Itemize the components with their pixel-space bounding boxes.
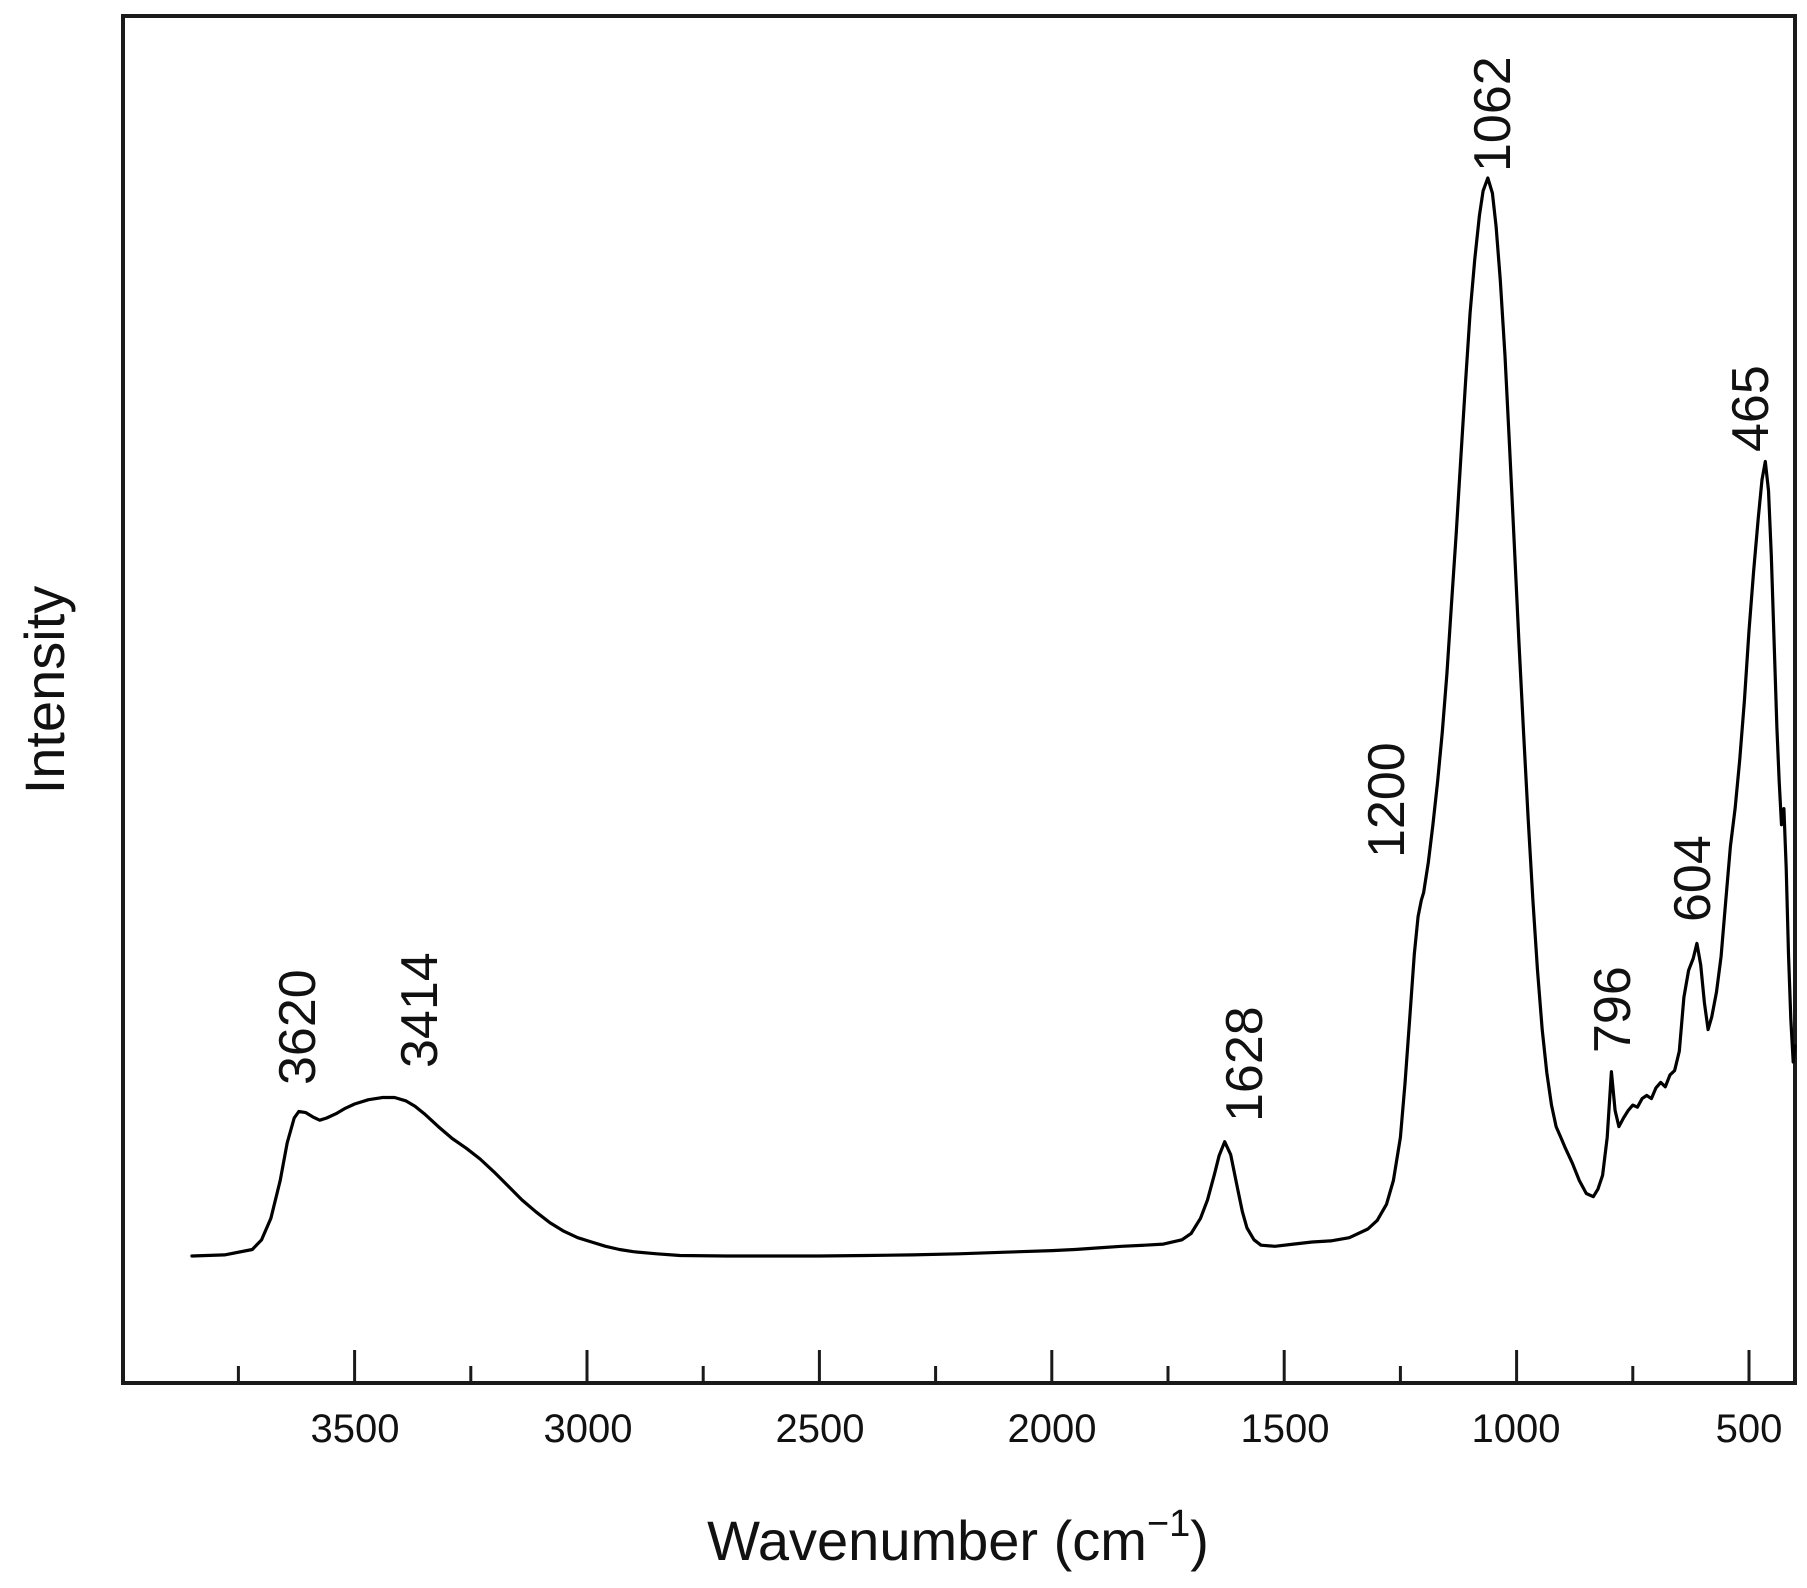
x-tick-labels: 3500 3000 2500 2000 1500 1000 500 <box>311 1407 1783 1451</box>
peak-label-1628: 1628 <box>1216 1006 1274 1122</box>
peak-label-465: 465 <box>1722 365 1780 452</box>
peak-label-1062: 1062 <box>1464 56 1522 172</box>
peak-label-796: 796 <box>1584 966 1642 1053</box>
y-axis-title: Intensity <box>13 586 76 795</box>
peak-label-3620: 3620 <box>269 969 327 1085</box>
x-tick-label-3000: 3000 <box>544 1407 633 1451</box>
x-axis-title-superscript: −1 <box>1147 1503 1190 1545</box>
peak-label-1200: 1200 <box>1358 742 1416 858</box>
x-axis-title: Wavenumber (cm−1) <box>707 1503 1209 1572</box>
x-axis-title-main: Wavenumber (cm <box>707 1509 1147 1572</box>
x-axis-title-close: ) <box>1190 1509 1209 1572</box>
x-tick-label-1500: 1500 <box>1241 1407 1330 1451</box>
x-tick-label-1000: 1000 <box>1472 1407 1561 1451</box>
x-tick-label-2500: 2500 <box>776 1407 865 1451</box>
x-tick-label-2000: 2000 <box>1008 1407 1097 1451</box>
x-axis-ticks <box>236 1350 1751 1383</box>
peak-label-604: 604 <box>1664 835 1722 922</box>
plot-frame <box>121 14 1797 1385</box>
peak-label-3414: 3414 <box>391 952 449 1068</box>
x-tick-label-3500: 3500 <box>311 1407 400 1451</box>
spectrum-line <box>190 176 1797 1258</box>
x-tick-label-500: 500 <box>1716 1407 1783 1451</box>
